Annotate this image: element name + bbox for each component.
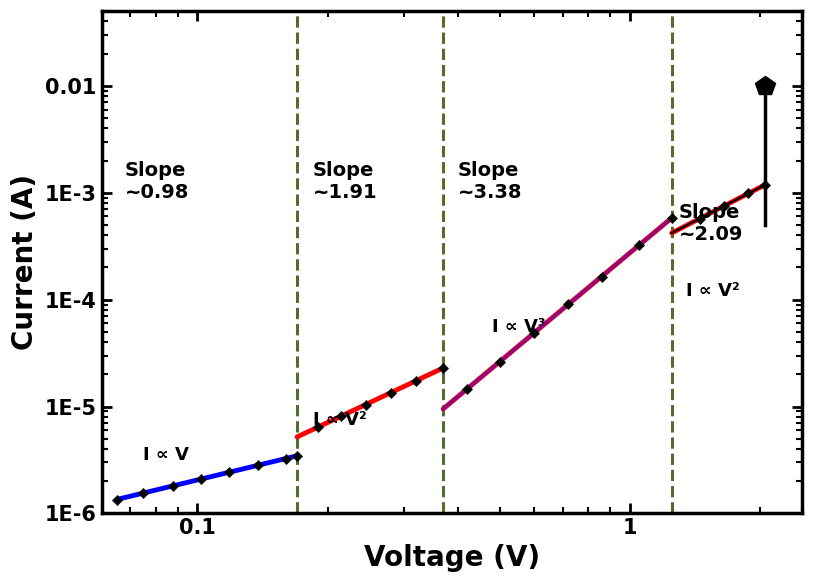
Point bbox=[194, 475, 207, 484]
Point bbox=[693, 214, 706, 223]
Point bbox=[717, 201, 730, 210]
Text: Slope
~1.91: Slope ~1.91 bbox=[313, 160, 377, 202]
Point bbox=[595, 272, 608, 281]
Point bbox=[222, 468, 235, 477]
Point bbox=[528, 328, 541, 338]
Point bbox=[665, 213, 678, 223]
X-axis label: Voltage (V): Voltage (V) bbox=[363, 544, 540, 572]
Point bbox=[385, 388, 398, 398]
Y-axis label: Current (A): Current (A) bbox=[11, 174, 39, 350]
Point bbox=[359, 400, 372, 409]
Point bbox=[137, 489, 150, 498]
Point bbox=[758, 180, 771, 189]
Text: I ∝ V²: I ∝ V² bbox=[686, 282, 740, 300]
Text: I ∝ V: I ∝ V bbox=[143, 447, 189, 464]
Point bbox=[410, 376, 423, 385]
Text: I ∝ V²: I ∝ V² bbox=[313, 411, 367, 429]
Point bbox=[110, 495, 123, 504]
Point bbox=[437, 363, 450, 373]
Point bbox=[311, 423, 324, 432]
Point bbox=[493, 357, 506, 366]
Point bbox=[290, 451, 303, 461]
Text: Slope
~0.98: Slope ~0.98 bbox=[125, 160, 189, 202]
Point bbox=[335, 412, 348, 421]
Point bbox=[251, 461, 264, 470]
Text: I ∝ V³: I ∝ V³ bbox=[492, 318, 546, 336]
Point bbox=[460, 384, 473, 394]
Point bbox=[633, 241, 646, 250]
Text: Slope
~2.09: Slope ~2.09 bbox=[679, 203, 743, 244]
Point bbox=[279, 454, 292, 463]
Point bbox=[167, 481, 180, 490]
Point bbox=[742, 189, 755, 198]
Text: Slope
~3.38: Slope ~3.38 bbox=[458, 160, 522, 202]
Point bbox=[562, 300, 575, 309]
